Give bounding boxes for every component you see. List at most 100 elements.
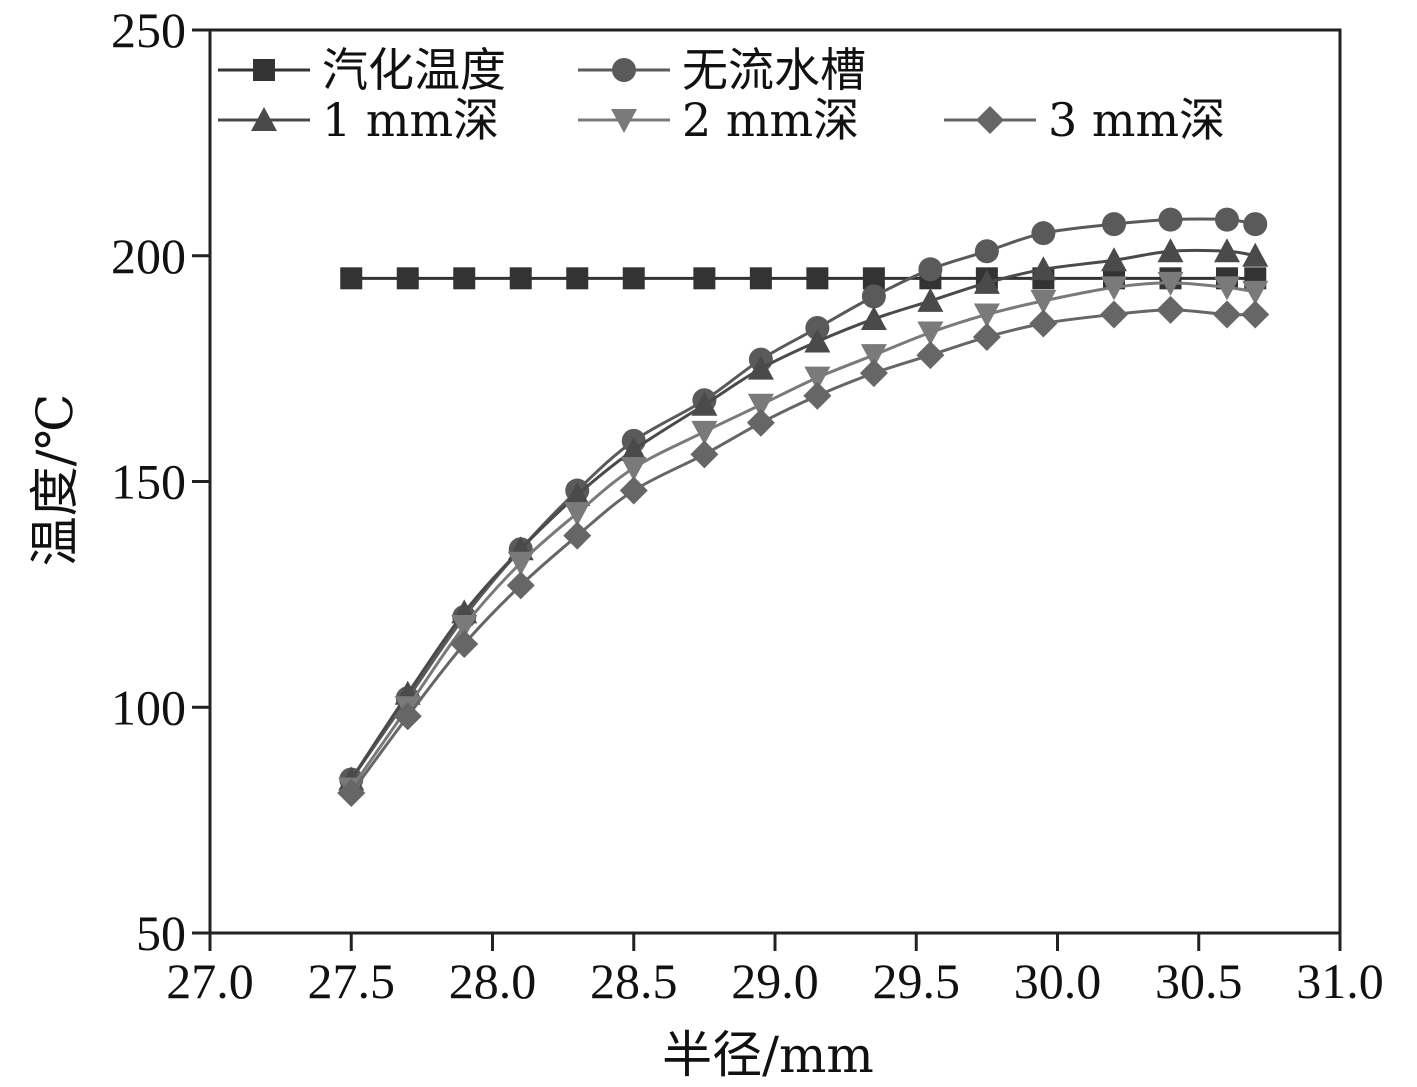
data-point: [747, 393, 774, 418]
data-point: [1030, 289, 1057, 314]
series-line: [350, 281, 1256, 790]
legend-label: 2 mm深: [682, 93, 859, 147]
data-point: [564, 502, 591, 527]
data-point: [451, 614, 478, 639]
legend-entry: 无流水槽: [578, 43, 866, 97]
data-point: [566, 267, 589, 290]
data-point: [860, 305, 887, 330]
legend-label: 1 mm深: [322, 93, 499, 147]
data-point: [622, 267, 645, 290]
data-point: [973, 303, 1000, 328]
legend-marker: [253, 59, 275, 81]
data-point: [972, 323, 1001, 352]
data-point: [1156, 295, 1185, 324]
data-point: [1157, 238, 1184, 263]
y-tick-label: 100: [111, 679, 186, 735]
data-point: [917, 287, 944, 312]
x-tick-label: 28.0: [449, 953, 537, 1009]
data-point: [805, 315, 830, 340]
legend-entry: 3 mm深: [944, 93, 1225, 147]
plot-frame: [208, 28, 1342, 935]
data-point: [859, 359, 888, 388]
legend-entry: 2 mm深: [578, 93, 859, 147]
series-layer: [337, 207, 1270, 808]
data-point: [396, 267, 419, 290]
data-point: [1030, 256, 1057, 281]
data-point: [691, 420, 718, 445]
data-point: [691, 391, 718, 416]
data-point: [337, 779, 366, 808]
y-axis: 50 100 150 200 250: [111, 2, 210, 961]
data-point: [340, 267, 363, 290]
data-point: [1157, 271, 1184, 296]
data-point: [916, 341, 945, 370]
data-point: [918, 257, 943, 282]
data-point: [1029, 309, 1058, 338]
data-point: [1101, 276, 1127, 301]
data-point: [1242, 242, 1269, 267]
x-tick-label: 29.0: [731, 953, 819, 1009]
series-4: [337, 295, 1270, 808]
data-point: [563, 521, 592, 550]
data-point: [1158, 207, 1183, 232]
data-point: [804, 366, 831, 391]
data-point: [806, 267, 829, 290]
data-point: [803, 381, 832, 410]
x-tick-label: 30.0: [1014, 953, 1102, 1009]
x-axis-title: 半径/mm: [662, 1026, 874, 1084]
data-point: [1100, 300, 1128, 329]
data-point: [450, 630, 479, 659]
data-point: [1102, 212, 1126, 237]
series-line: [350, 217, 1256, 781]
data-point: [690, 440, 719, 469]
series-2: [338, 238, 1269, 791]
data-point: [973, 269, 1000, 294]
data-point: [509, 267, 532, 290]
x-tick-label: 27.0: [166, 953, 254, 1009]
data-point: [693, 267, 716, 290]
series-3: [338, 271, 1269, 802]
legend-label: 无流水槽: [682, 43, 866, 97]
data-point: [1101, 247, 1127, 272]
data-point: [749, 267, 772, 290]
legend-label: 3 mm深: [1048, 93, 1225, 147]
data-point: [862, 267, 885, 290]
x-tick-label: 29.5: [873, 953, 961, 1009]
legend-marker: [251, 107, 277, 131]
data-point: [507, 551, 534, 576]
data-point: [1214, 238, 1240, 263]
y-axis-title: 温度/℃: [26, 394, 84, 567]
data-point: [747, 355, 774, 380]
data-point: [453, 267, 476, 290]
series-line: [349, 248, 1256, 781]
legend-marker: [611, 109, 637, 133]
data-point: [1213, 300, 1241, 329]
data-point: [1214, 276, 1240, 301]
data-point: [620, 456, 647, 481]
series-line: [350, 308, 1256, 794]
data-point: [506, 571, 535, 600]
x-tick-label: 28.5: [590, 953, 678, 1009]
x-tick-label: 30.5: [1155, 953, 1243, 1009]
data-point: [974, 239, 999, 264]
x-tick-label: 27.5: [308, 953, 396, 1009]
legend: 汽化温度 无流水槽 1 mm深 2 mm深 3 mm深: [218, 43, 1225, 147]
x-tick-label: 31.0: [1296, 953, 1384, 1009]
data-point: [1215, 207, 1239, 232]
y-tick-label: 50: [136, 905, 186, 961]
data-point: [620, 436, 647, 461]
legend-marker: [976, 106, 1004, 134]
data-point: [746, 408, 775, 437]
data-point: [1031, 221, 1056, 246]
y-tick-label: 150: [111, 454, 186, 510]
data-point: [1241, 300, 1270, 329]
data-point: [619, 476, 648, 505]
x-axis: 27.0 27.5 28.0 28.5 29.0 29.5 30.0 30.5 31.0: [166, 933, 1384, 1009]
y-tick-label: 200: [111, 228, 186, 284]
data-point: [564, 482, 591, 507]
data-point: [804, 328, 831, 353]
data-point: [860, 344, 887, 369]
data-point: [917, 321, 944, 346]
data-point: [393, 702, 422, 731]
